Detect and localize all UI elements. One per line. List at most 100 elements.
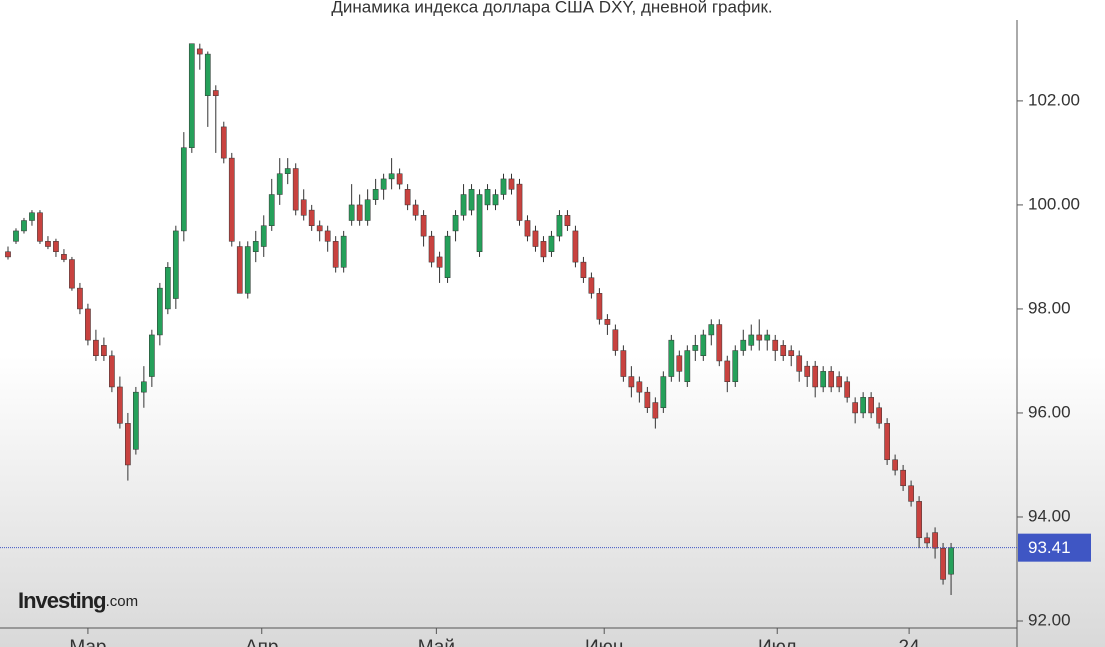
candle-body: [356, 204, 363, 221]
candle-body: [676, 355, 683, 372]
candle-body: [372, 189, 379, 200]
candle-body: [564, 215, 571, 226]
candle-body: [77, 287, 83, 310]
candle-body: [53, 241, 59, 252]
candle-body: [396, 173, 403, 185]
candle-body: [244, 246, 251, 294]
candle-body: [796, 355, 803, 372]
candle-body: [93, 339, 99, 356]
x-tick-label: Апр: [245, 637, 279, 647]
candle-body: [940, 547, 946, 580]
candle-body: [748, 334, 755, 346]
candle-body: [604, 319, 611, 325]
candle-body: [292, 168, 299, 211]
candle-body: [476, 194, 483, 252]
x-tick-label: Мар: [69, 637, 106, 647]
candle-body: [804, 365, 811, 377]
candle-body: [548, 235, 555, 252]
candle-body: [788, 350, 795, 356]
candle-body: [868, 397, 874, 414]
watermark-suffix: .com: [106, 593, 139, 610]
candle-body: [764, 334, 771, 341]
candle-body: [109, 355, 115, 388]
candle-body: [620, 350, 627, 377]
candle-body: [220, 126, 227, 159]
candle-body: [716, 324, 723, 362]
last-price-label: 93.41: [1028, 538, 1071, 557]
candle-body: [69, 259, 75, 289]
candle-body: [332, 241, 339, 268]
candle-body: [540, 241, 547, 258]
candle-body: [492, 194, 499, 206]
candle-body: [141, 381, 147, 393]
y-tick-label: 92.00: [1028, 610, 1071, 629]
candle-body: [268, 194, 275, 226]
candle-body: [836, 376, 843, 388]
candle-body: [172, 230, 179, 299]
candle-body: [260, 225, 267, 247]
candle-body: [420, 215, 427, 237]
candle-body: [772, 339, 779, 351]
candle-body: [364, 199, 371, 221]
candle-body: [125, 423, 131, 466]
y-tick-label: 98.00: [1028, 298, 1071, 317]
candle-body: [404, 189, 411, 206]
candle-body: [452, 215, 459, 232]
candle-body: [61, 254, 67, 260]
candle-body: [85, 308, 91, 341]
candle-body: [780, 345, 787, 356]
candle-body: [612, 329, 619, 351]
candle-body: [724, 360, 731, 383]
candle-body: [284, 168, 291, 174]
candle-body: [324, 230, 331, 242]
x-tick-label: Май: [418, 637, 455, 647]
y-tick-label: 102.00: [1028, 90, 1080, 109]
x-tick-label: 24: [899, 637, 921, 647]
candle-body: [500, 178, 507, 195]
candle-body: [436, 256, 443, 268]
candle-body: [180, 147, 187, 232]
candle-body: [204, 53, 211, 96]
candle-body: [37, 212, 43, 242]
candle-body: [596, 293, 603, 320]
candle-body: [13, 230, 19, 242]
candle-body: [740, 339, 747, 351]
candle-body: [484, 189, 491, 206]
y-tick-label: 96.00: [1028, 402, 1071, 421]
last-price-box: [1018, 533, 1091, 562]
candle-body: [860, 397, 866, 414]
watermark-main: Investing: [18, 588, 106, 613]
chart-title: Динамика индекса доллара США DXY, дневно…: [331, 0, 772, 16]
y-tick-label: 94.00: [1028, 506, 1071, 525]
candle-body: [524, 220, 531, 237]
candle-body: [117, 386, 123, 424]
candle-body: [228, 157, 235, 242]
candle-body: [236, 246, 243, 294]
candle-body: [692, 345, 699, 351]
candle-body: [188, 43, 195, 148]
candle-body: [628, 376, 635, 388]
candle-body: [884, 423, 890, 461]
candle-body: [916, 501, 922, 539]
candle-body: [588, 277, 595, 294]
candle-body: [196, 48, 203, 55]
candle-body: [652, 402, 659, 419]
x-tick-label: Июл: [758, 637, 797, 647]
candle-body: [149, 334, 155, 377]
candle-body: [212, 90, 219, 96]
candle-body: [164, 267, 171, 310]
candle-body: [388, 173, 395, 180]
candle-body: [812, 365, 819, 388]
candle-body: [852, 402, 859, 414]
candle-body: [820, 371, 827, 388]
candle-body: [508, 178, 515, 190]
candle-body: [101, 345, 107, 356]
x-tick-label: Июн: [585, 637, 623, 647]
candle-body: [532, 230, 539, 247]
candle-body: [756, 334, 763, 341]
candle-body: [572, 230, 579, 263]
candle-body: [556, 215, 563, 237]
watermark: Investing.com: [18, 588, 138, 613]
candle-body: [900, 469, 906, 487]
